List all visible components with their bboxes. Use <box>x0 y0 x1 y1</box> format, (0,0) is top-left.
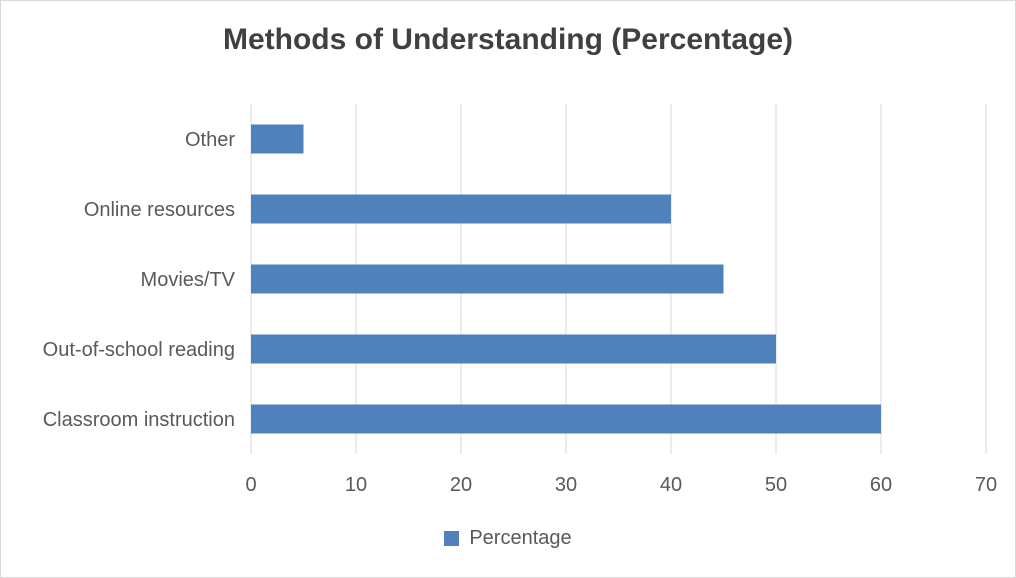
x-tick-70: 70 <box>975 474 997 496</box>
legend-swatch <box>444 531 460 546</box>
bar-movies-tv <box>251 264 724 294</box>
category-label-online-resources: Online resources <box>84 199 235 221</box>
category-labels: Classroom instruction Out-of-school readi… <box>43 129 236 431</box>
bar-classroom-instruction <box>251 404 881 434</box>
x-tick-40: 40 <box>660 474 682 496</box>
chart-title: Methods of Understanding (Percentage) <box>222 23 794 56</box>
bar-other <box>251 124 304 154</box>
x-tick-20: 20 <box>450 474 472 496</box>
bar-online-resources <box>251 194 671 224</box>
category-label-movies-tv: Movies/TV <box>141 269 236 291</box>
legend-label: Percentage <box>469 527 572 549</box>
category-label-classroom-instruction: Classroom instruction <box>43 409 235 431</box>
x-tick-30: 30 <box>555 474 577 496</box>
legend: Percentage <box>1 527 1015 550</box>
bars <box>251 124 881 434</box>
x-tick-10: 10 <box>345 474 367 496</box>
category-label-other: Other <box>185 129 235 151</box>
x-tick-60: 60 <box>870 474 892 496</box>
category-label-out-of-school-reading: Out-of-school reading <box>43 339 235 361</box>
x-tick-labels: 0 10 20 30 40 50 60 70 <box>245 474 997 496</box>
x-tick-50: 50 <box>765 474 787 496</box>
bar-out-of-school-reading <box>251 334 776 364</box>
x-tick-0: 0 <box>245 474 256 496</box>
